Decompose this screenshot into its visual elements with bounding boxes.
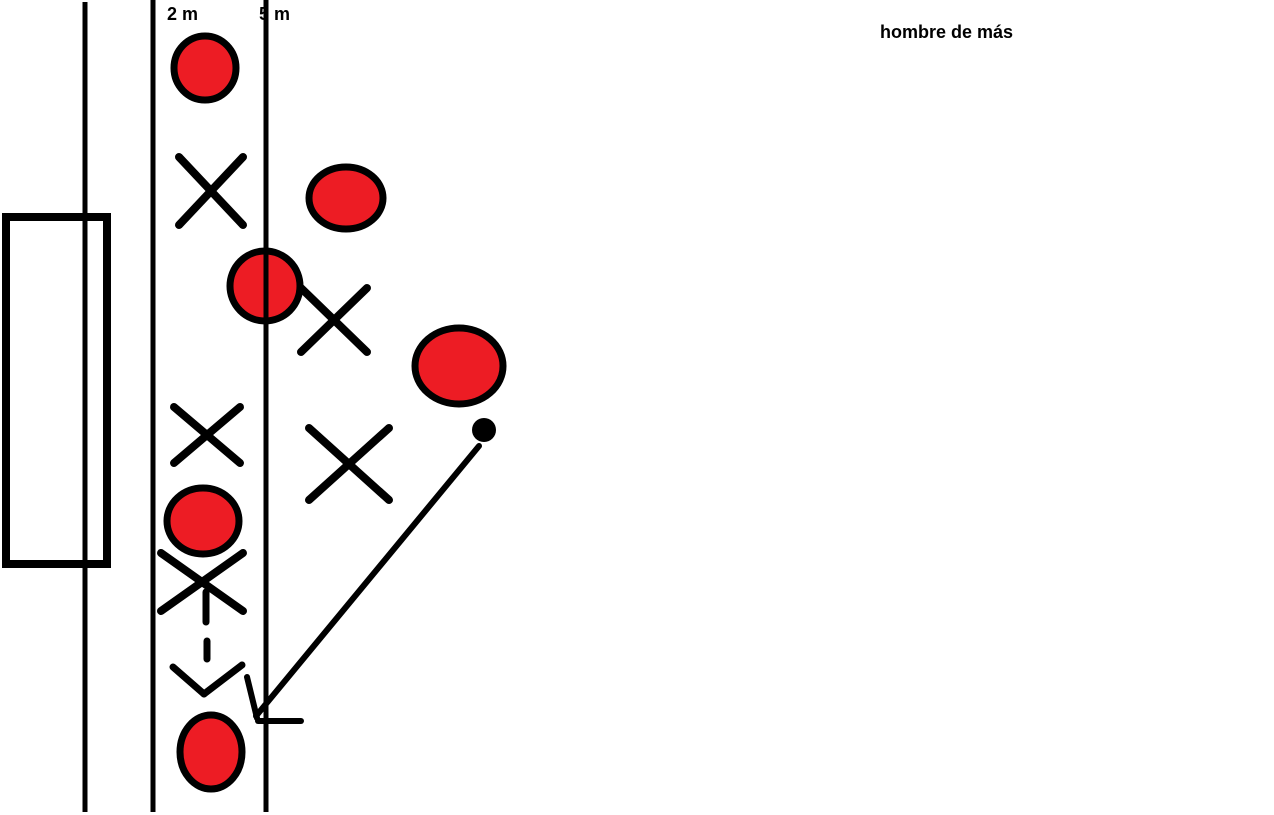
attacker-circle-1 xyxy=(170,32,240,104)
attacker-circle-2 xyxy=(305,163,387,233)
defender-x-5 xyxy=(157,549,247,615)
goal-box xyxy=(2,213,111,568)
pass-arrow-head xyxy=(244,674,260,721)
defender-x-2 xyxy=(297,284,371,356)
attacker-circle-4 xyxy=(411,324,507,408)
drive-arrow-head xyxy=(169,663,208,698)
defender-x-4 xyxy=(305,424,393,504)
diagram-shapes xyxy=(2,0,507,812)
pass-arrow-line xyxy=(253,443,482,719)
defender-x-3 xyxy=(170,403,244,467)
two-meter-label: 2 m xyxy=(167,4,198,24)
defender-x-1 xyxy=(175,153,247,229)
ball xyxy=(472,418,496,442)
attacker-circle-6 xyxy=(176,711,246,793)
attacker-circle-5 xyxy=(163,484,243,558)
man-up-annotation: hombre de más xyxy=(880,22,1013,42)
drive-arrow-head xyxy=(200,661,246,698)
